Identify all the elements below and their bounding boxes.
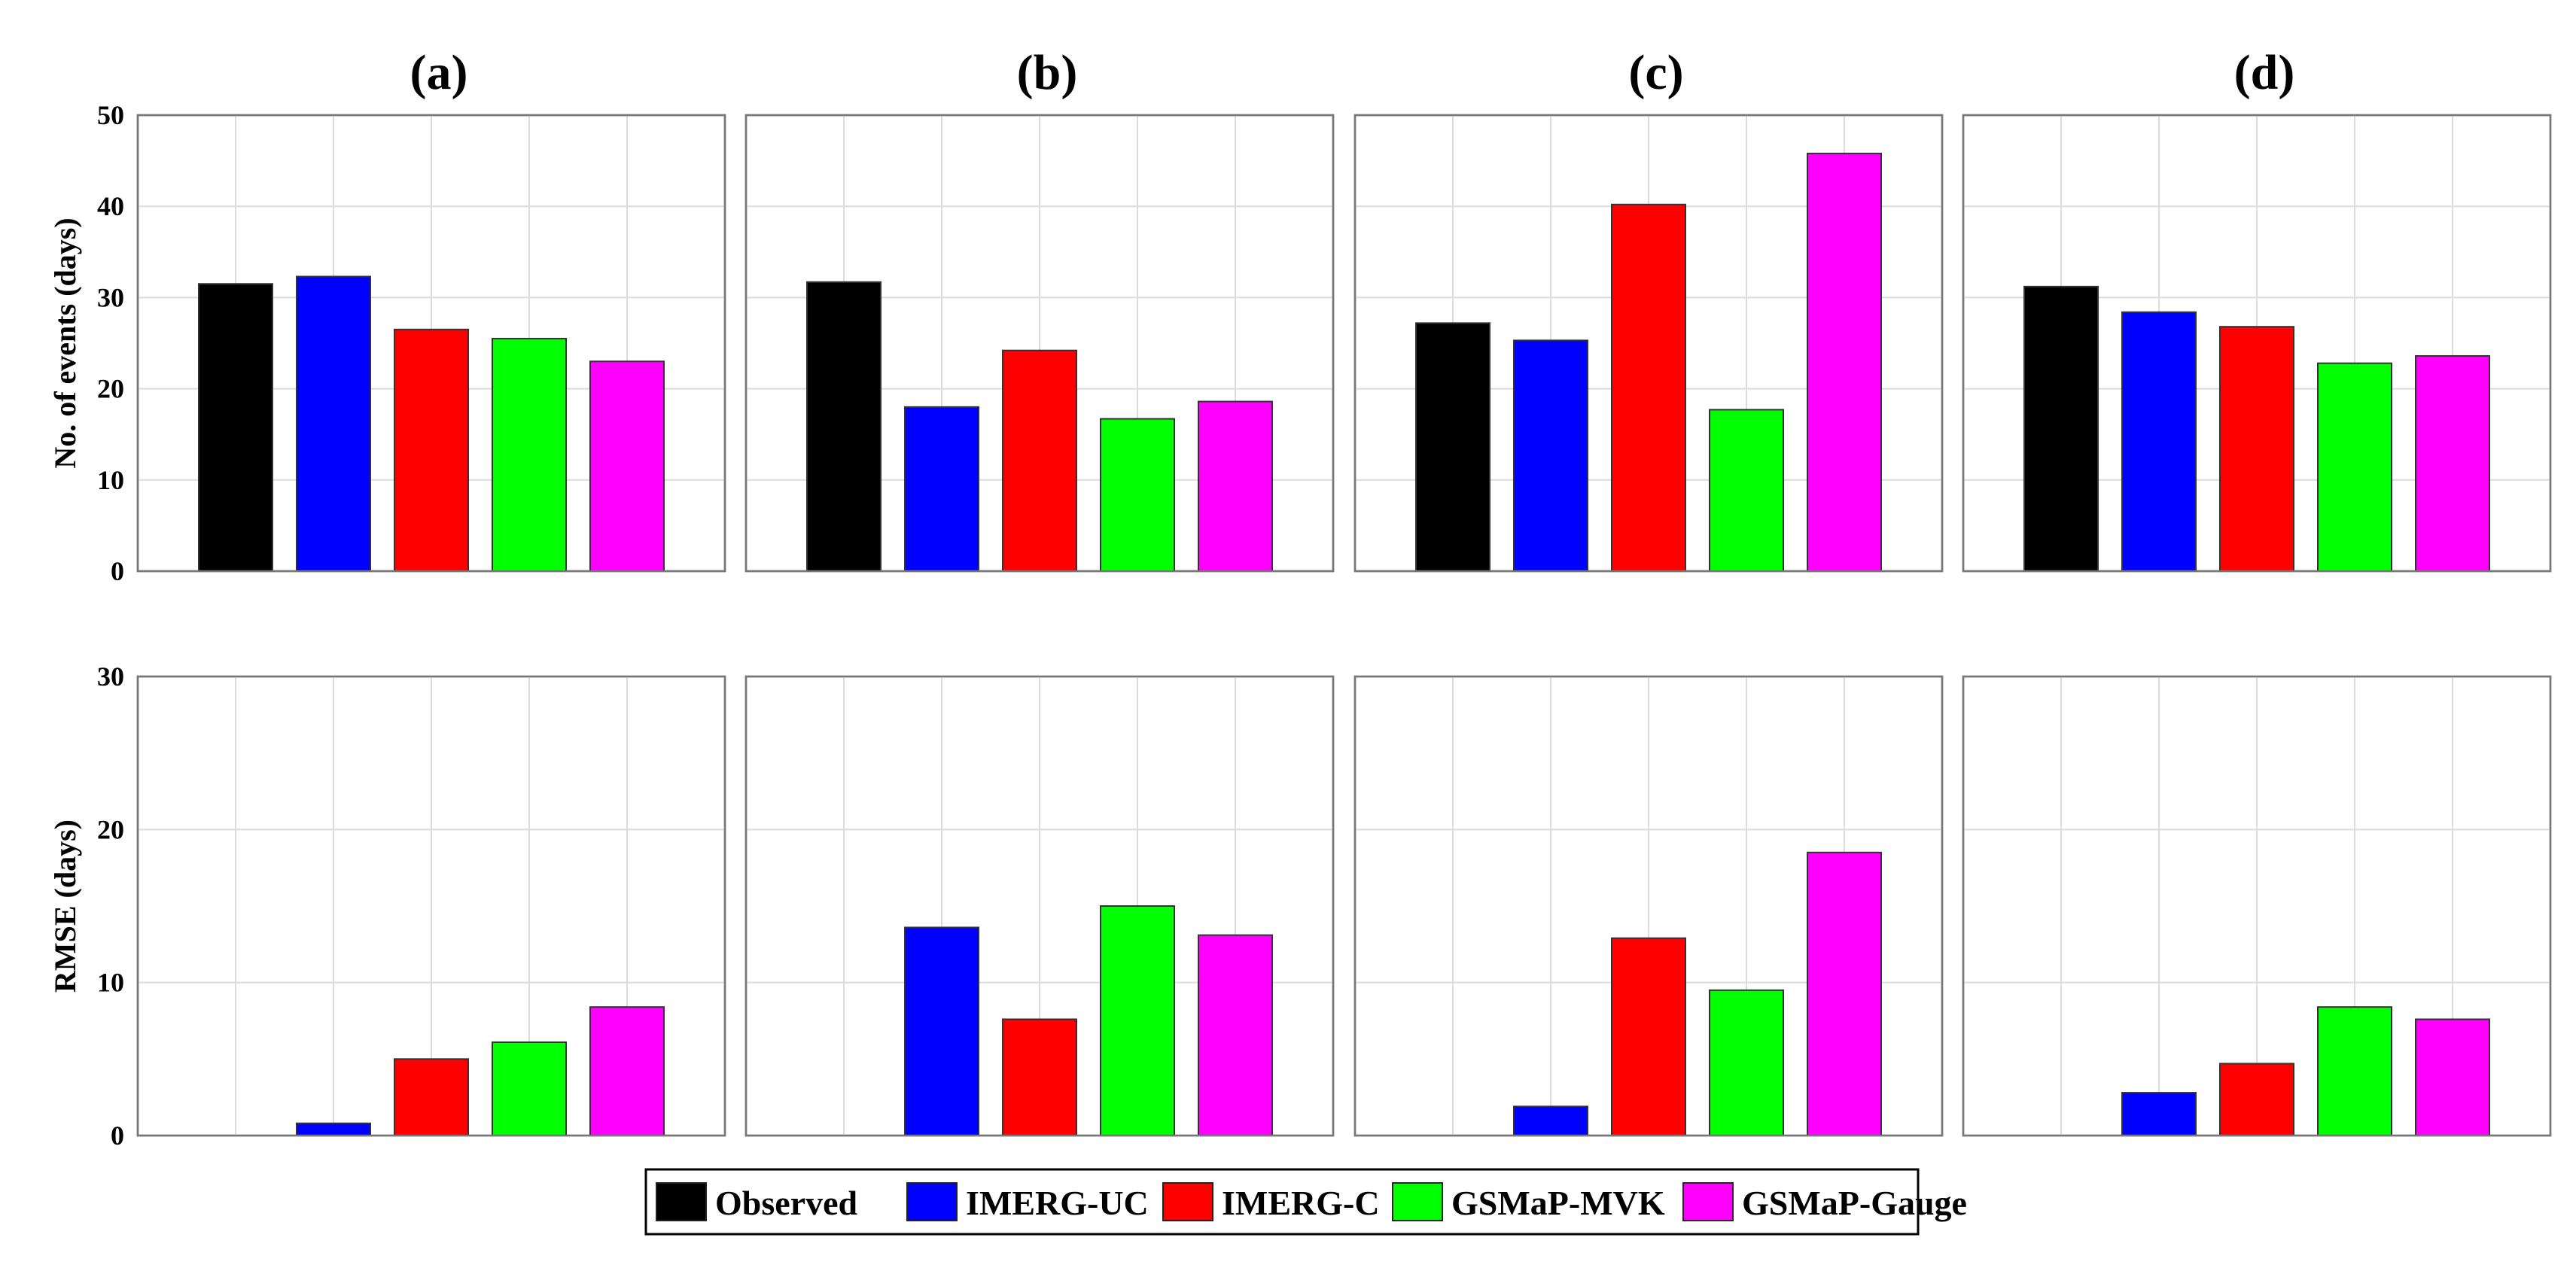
bar-imerg-c [394, 1058, 469, 1137]
legend-label-gsmap-mvk: GSMaP-MVK [1451, 1184, 1665, 1222]
bar-observed [1415, 322, 1490, 572]
bar-imerg-uc [2121, 311, 2197, 572]
y-tick-label: 40 [97, 191, 124, 221]
bar-imerg-c [2219, 1063, 2294, 1137]
bar-gsmap-gauge [1198, 400, 1273, 572]
panel-title: (b) [1017, 45, 1078, 100]
bar-gsmap-mvk [492, 1041, 567, 1137]
panel-bottom-d [1962, 675, 2552, 1137]
panel-top-a: 0 10 20 30 40 50 No. of events (days) (a) [48, 45, 726, 586]
bar-gsmap-gauge [2415, 1018, 2490, 1137]
bar-imerg-c [1611, 203, 1686, 572]
y-tick-label: 0 [111, 556, 124, 586]
axes-frame [744, 114, 1335, 573]
panel-title: (d) [2234, 45, 2295, 100]
legend-swatch-observed [656, 1182, 707, 1221]
bar-observed [2023, 285, 2099, 572]
bar-gsmap-gauge [1807, 851, 1882, 1137]
legend-swatch-gsmap-gauge [1682, 1182, 1734, 1221]
bar-gsmap-gauge [589, 1006, 665, 1136]
bar-imerg-uc [2121, 1092, 2197, 1136]
axes-frame [1353, 675, 1944, 1137]
panel-title: (c) [1628, 45, 1683, 100]
y-tick-label: 30 [97, 661, 124, 692]
axes-frame [1962, 675, 2552, 1137]
panel-top-d: (d) [1962, 45, 2552, 573]
bar-imerg-uc [1513, 1105, 1588, 1137]
bar-gsmap-gauge [1198, 934, 1273, 1136]
axes-frame [136, 114, 726, 573]
y-tick-label: 10 [97, 968, 124, 998]
bar-imerg-c [1611, 937, 1686, 1136]
panel-bottom-c [1353, 675, 1944, 1137]
y-tick-label: 20 [97, 374, 124, 404]
bar-gsmap-mvk [1100, 418, 1175, 573]
bar-imerg-c [1002, 1018, 1077, 1137]
legend-swatch-imerg-c [1162, 1182, 1213, 1221]
legend-label-gsmap-gauge: GSMaP-Gauge [1742, 1184, 1967, 1222]
axes-frame [744, 675, 1335, 1137]
bar-gsmap-gauge [2415, 354, 2490, 572]
axes-frame [1353, 114, 1944, 573]
bar-imerg-c [394, 328, 469, 572]
bar-gsmap-mvk [1100, 905, 1175, 1136]
panel-bottom-b [744, 675, 1335, 1137]
y-tick-label: 0 [111, 1120, 124, 1151]
bar-gsmap-mvk [492, 337, 567, 572]
bar-gsmap-mvk [2317, 362, 2392, 572]
y-axis-label: No. of events (days) [48, 217, 82, 468]
panel-top-c: (c) [1353, 45, 1944, 573]
panel-bottom-a: 0 10 20 30 RMSE (days) [48, 661, 726, 1151]
axes-frame [1962, 114, 2552, 573]
bar-imerg-c [2219, 326, 2294, 572]
legend-label-observed: Observed [715, 1184, 858, 1222]
bar-imerg-uc [1513, 339, 1588, 572]
bar-gsmap-gauge [589, 360, 665, 572]
legend-swatch-gsmap-mvk [1392, 1182, 1443, 1221]
y-tick-label: 20 [97, 814, 124, 844]
axes-frame [136, 675, 726, 1137]
legend: Observed IMERG-UC IMERG-C GSMaP-MVK GSMaP-Ga… [644, 1168, 1967, 1236]
legend-label-imerg-c: IMERG-C [1222, 1184, 1380, 1222]
bar-imerg-uc [904, 406, 979, 573]
bar-imerg-uc [296, 1122, 371, 1136]
bar-gsmap-mvk [1709, 409, 1784, 573]
bar-observed [198, 283, 273, 572]
bar-gsmap-mvk [1709, 989, 1784, 1137]
bar-imerg-uc [296, 275, 371, 572]
legend-swatch-imerg-uc [906, 1182, 958, 1221]
panel-top-b: (b) [744, 45, 1335, 573]
bar-imerg-uc [904, 926, 979, 1136]
bar-gsmap-mvk [2317, 1006, 2392, 1136]
y-tick-label: 10 [97, 465, 124, 495]
y-axis-label: RMSE (days) [48, 819, 82, 993]
bar-gsmap-gauge [1807, 152, 1882, 573]
y-tick-label: 30 [97, 282, 124, 312]
y-tick-label: 50 [97, 100, 124, 130]
bar-observed [806, 281, 882, 572]
panel-title: (a) [410, 45, 468, 100]
legend-label-imerg-uc: IMERG-UC [966, 1184, 1149, 1222]
bar-imerg-c [1002, 349, 1077, 572]
